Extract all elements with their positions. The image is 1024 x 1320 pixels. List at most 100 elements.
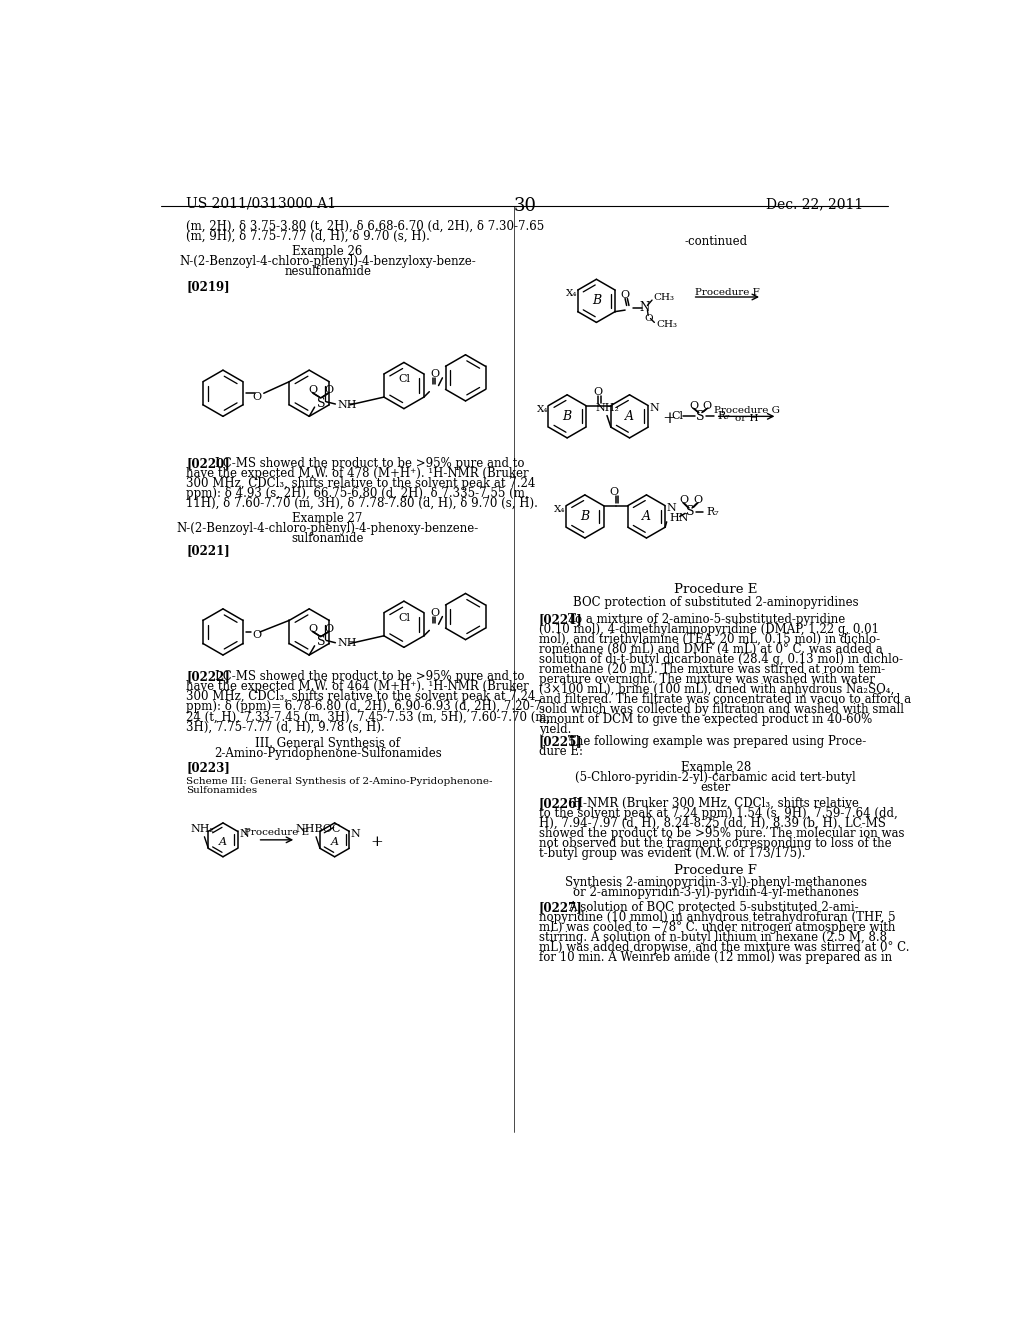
Text: LC-MS showed the product to be >95% pure and to: LC-MS showed the product to be >95% pure… (215, 457, 524, 470)
Text: [0225]: [0225] (539, 735, 583, 748)
Text: B: B (592, 294, 601, 308)
Text: NHBOC: NHBOC (296, 824, 341, 834)
Text: R₇: R₇ (706, 507, 719, 517)
Text: A solution of BOC protected 5-substituted 2-ami-: A solution of BOC protected 5-substitute… (568, 902, 858, 915)
Text: S: S (316, 397, 325, 409)
Text: III. General Synthesis of: III. General Synthesis of (255, 738, 400, 751)
Text: H), 7.94-7.97 (d, H), 8.24-8.25 (dd, H), 8.39 (b, H). LC-MS: H), 7.94-7.97 (d, H), 8.24-8.25 (dd, H),… (539, 817, 886, 830)
Text: O: O (308, 624, 317, 634)
Text: and filtered. The filtrate was concentrated in vacuo to afford a: and filtered. The filtrate was concentra… (539, 693, 910, 706)
Text: ppm): δ (ppm)= 6.78-6.80 (d, 2H), 6.90-6.93 (d, 2H), 7.20-7.: ppm): δ (ppm)= 6.78-6.80 (d, 2H), 6.90-6… (186, 701, 545, 714)
Text: US 2011/0313000 A1: US 2011/0313000 A1 (186, 197, 336, 211)
Text: solution of di-t-butyl dicarbonate (28.4 g, 0.13 mol) in dichlo-: solution of di-t-butyl dicarbonate (28.4… (539, 653, 903, 665)
Text: dure E:: dure E: (539, 744, 583, 758)
Text: B: B (581, 510, 590, 523)
Text: O: O (679, 495, 688, 506)
Text: for 10 min. A Weinreb amide (12 mmol) was prepared as in: for 10 min. A Weinreb amide (12 mmol) wa… (539, 952, 892, 965)
Text: [0223]: [0223] (186, 762, 229, 775)
Text: X₄: X₄ (566, 289, 578, 298)
Text: Scheme III: General Synthesis of 2-Amino-Pyridophenone-: Scheme III: General Synthesis of 2-Amino… (186, 776, 493, 785)
Text: Cl: Cl (672, 412, 683, 421)
Text: +: + (663, 411, 677, 428)
Text: O: O (324, 624, 333, 634)
Text: A: A (331, 837, 339, 847)
Text: Procedure G: Procedure G (714, 407, 779, 416)
Text: O: O (644, 314, 652, 323)
Text: [0226]: [0226] (539, 797, 583, 809)
Text: N: N (639, 301, 649, 314)
Text: 30: 30 (513, 197, 537, 215)
Text: perature overnight. The mixture was washed with water: perature overnight. The mixture was wash… (539, 673, 874, 686)
Text: (m, 9H), δ 7.75-7.77 (d, H), δ 9.70 (s, H).: (m, 9H), δ 7.75-7.77 (d, H), δ 9.70 (s, … (186, 230, 430, 243)
Text: yield.: yield. (539, 723, 571, 735)
Text: t-butyl group was evident (M.W. of 173/175).: t-butyl group was evident (M.W. of 173/1… (539, 847, 805, 859)
Text: 3H), 7.75-7.77 (d, H), 9.78 (s, H).: 3H), 7.75-7.77 (d, H), 9.78 (s, H). (186, 721, 385, 734)
Text: NH: NH (338, 400, 357, 409)
Text: (m, 2H), δ 3.75-3.80 (t, 2H), δ 6.68-6.70 (d, 2H), δ 7.30-7.65: (m, 2H), δ 3.75-3.80 (t, 2H), δ 6.68-6.7… (186, 220, 544, 234)
Text: N-(2-Benzoyl-4-chloro-phenyl)-4-phenoxy-benzene-: N-(2-Benzoyl-4-chloro-phenyl)-4-phenoxy-… (176, 521, 479, 535)
Text: stirring. A solution of n-butyl lithium in hexane (2.5 M, 8.8: stirring. A solution of n-butyl lithium … (539, 932, 887, 945)
Text: S: S (316, 635, 325, 648)
Text: O: O (308, 385, 317, 395)
Text: ppm): δ 4.93 (s, 2H), 66.75-6.80 (d, 2H), δ 7.335-7.55 (m,: ppm): δ 4.93 (s, 2H), 66.75-6.80 (d, 2H)… (186, 487, 528, 500)
Text: N-(2-Benzoyl-4-chloro-phenyl)-4-benzyloxy-benze-: N-(2-Benzoyl-4-chloro-phenyl)-4-benzylox… (179, 256, 476, 268)
Text: Example 27: Example 27 (293, 512, 362, 525)
Text: (5-Chloro-pyridin-2-yl)-carbamic acid tert-butyl: (5-Chloro-pyridin-2-yl)-carbamic acid te… (575, 771, 856, 784)
Text: A: A (219, 837, 227, 847)
Text: O: O (689, 400, 698, 411)
Text: A: A (625, 409, 634, 422)
Text: to the solvent peak at 7.24 ppm) 1.54 (s, 9H), 7.59-7.64 (dd,: to the solvent peak at 7.24 ppm) 1.54 (s… (539, 807, 897, 820)
Text: O: O (702, 400, 711, 411)
Text: +: + (371, 836, 383, 849)
Text: Procedure F: Procedure F (675, 863, 757, 876)
Text: Procedure E: Procedure E (674, 583, 758, 597)
Text: 2-Amino-Pyridophenone-Sulfonamides: 2-Amino-Pyridophenone-Sulfonamides (214, 747, 441, 760)
Text: showed the product to be >95% pure. The molecular ion was: showed the product to be >95% pure. The … (539, 826, 904, 840)
Text: HN: HN (669, 513, 688, 523)
Text: NH: NH (338, 639, 357, 648)
Text: N: N (667, 503, 677, 513)
Text: 24 (t, H), 7.33-7.45 (m, 3H), 7.45-7.53 (m, 5H), 7.60-7.70 (m,: 24 (t, H), 7.33-7.45 (m, 3H), 7.45-7.53 … (186, 710, 550, 723)
Text: nopyridine (10 mmol) in anhydrous tetrahydrofuran (THF, 5: nopyridine (10 mmol) in anhydrous tetrah… (539, 911, 895, 924)
Text: 11H), δ 7.60-7.70 (m, 3H), δ 7.78-7.80 (d, H), δ 9.70 (s, H).: 11H), δ 7.60-7.70 (m, 3H), δ 7.78-7.80 (… (186, 498, 538, 511)
Text: or 2-aminopyridin-3-yl)-pyridin-4-yl-methanones: or 2-aminopyridin-3-yl)-pyridin-4-yl-met… (572, 886, 859, 899)
Text: Example 26: Example 26 (293, 244, 362, 257)
Text: LC-MS showed the product to be >95% pure and to: LC-MS showed the product to be >95% pure… (215, 671, 524, 684)
Text: CH₃: CH₃ (656, 321, 677, 329)
Text: O: O (594, 387, 603, 397)
Text: mol), and triethylamine (TEA, 20 mL, 0.15 mol) in dichlo-: mol), and triethylamine (TEA, 20 mL, 0.1… (539, 632, 880, 645)
Text: Cl: Cl (398, 612, 410, 623)
Text: not observed but the fragment corresponding to loss of the: not observed but the fragment correspond… (539, 837, 891, 850)
Text: BOC protection of substituted 2-aminopyridines: BOC protection of substituted 2-aminopyr… (573, 595, 858, 609)
Text: Synthesis 2-aminopyridin-3-yl)-phenyl-methanones: Synthesis 2-aminopyridin-3-yl)-phenyl-me… (565, 876, 866, 890)
Text: X₄: X₄ (554, 506, 566, 513)
Text: O: O (430, 370, 439, 379)
Text: or H: or H (735, 414, 759, 422)
Text: O: O (430, 607, 439, 618)
Text: Sulfonamides: Sulfonamides (186, 785, 257, 795)
Text: NH₂: NH₂ (595, 403, 618, 413)
Text: N: N (240, 829, 249, 838)
Text: sulfonamide: sulfonamide (292, 532, 364, 545)
Text: O: O (252, 630, 261, 640)
Text: romethane (20 mL). The mixture was stirred at room tem-: romethane (20 mL). The mixture was stirr… (539, 663, 885, 676)
Text: romethane (80 mL) and DMF (4 mL) at 0° C. was added a: romethane (80 mL) and DMF (4 mL) at 0° C… (539, 643, 883, 656)
Text: [0220]: [0220] (186, 457, 229, 470)
Text: X₄: X₄ (537, 405, 548, 414)
Text: mL) was cooled to −78° C. under nitrogen atmosphere with: mL) was cooled to −78° C. under nitrogen… (539, 921, 895, 935)
Text: 300 MHz, CDCl₃, shifts relative to the solvent peak at 7.24: 300 MHz, CDCl₃, shifts relative to the s… (186, 478, 536, 490)
Text: Dec. 22, 2011: Dec. 22, 2011 (766, 197, 863, 211)
Text: Procedure F: Procedure F (695, 288, 760, 297)
Text: (3×100 mL), brine (100 mL), dried with anhydrous Na₂SO₄,: (3×100 mL), brine (100 mL), dried with a… (539, 682, 894, 696)
Text: [0221]: [0221] (186, 544, 229, 557)
Text: Example 28: Example 28 (681, 760, 751, 774)
Text: amount of DCM to give the expected product in 40-60%: amount of DCM to give the expected produ… (539, 713, 871, 726)
Text: A: A (642, 510, 651, 523)
Text: O: O (621, 289, 630, 300)
Text: [0227]: [0227] (539, 902, 583, 915)
Text: have the expected M.W. of 464 (M+H⁺). ¹H-NMR (Bruker: have the expected M.W. of 464 (M+H⁺). ¹H… (186, 681, 528, 693)
Text: nesulfonamide: nesulfonamide (285, 265, 371, 279)
Text: NH₂: NH₂ (190, 824, 215, 834)
Text: ¹H-NMR (Bruker 300 MHz, CDCl₃, shifts relative: ¹H-NMR (Bruker 300 MHz, CDCl₃, shifts re… (568, 797, 859, 809)
Text: R₇: R₇ (717, 412, 730, 421)
